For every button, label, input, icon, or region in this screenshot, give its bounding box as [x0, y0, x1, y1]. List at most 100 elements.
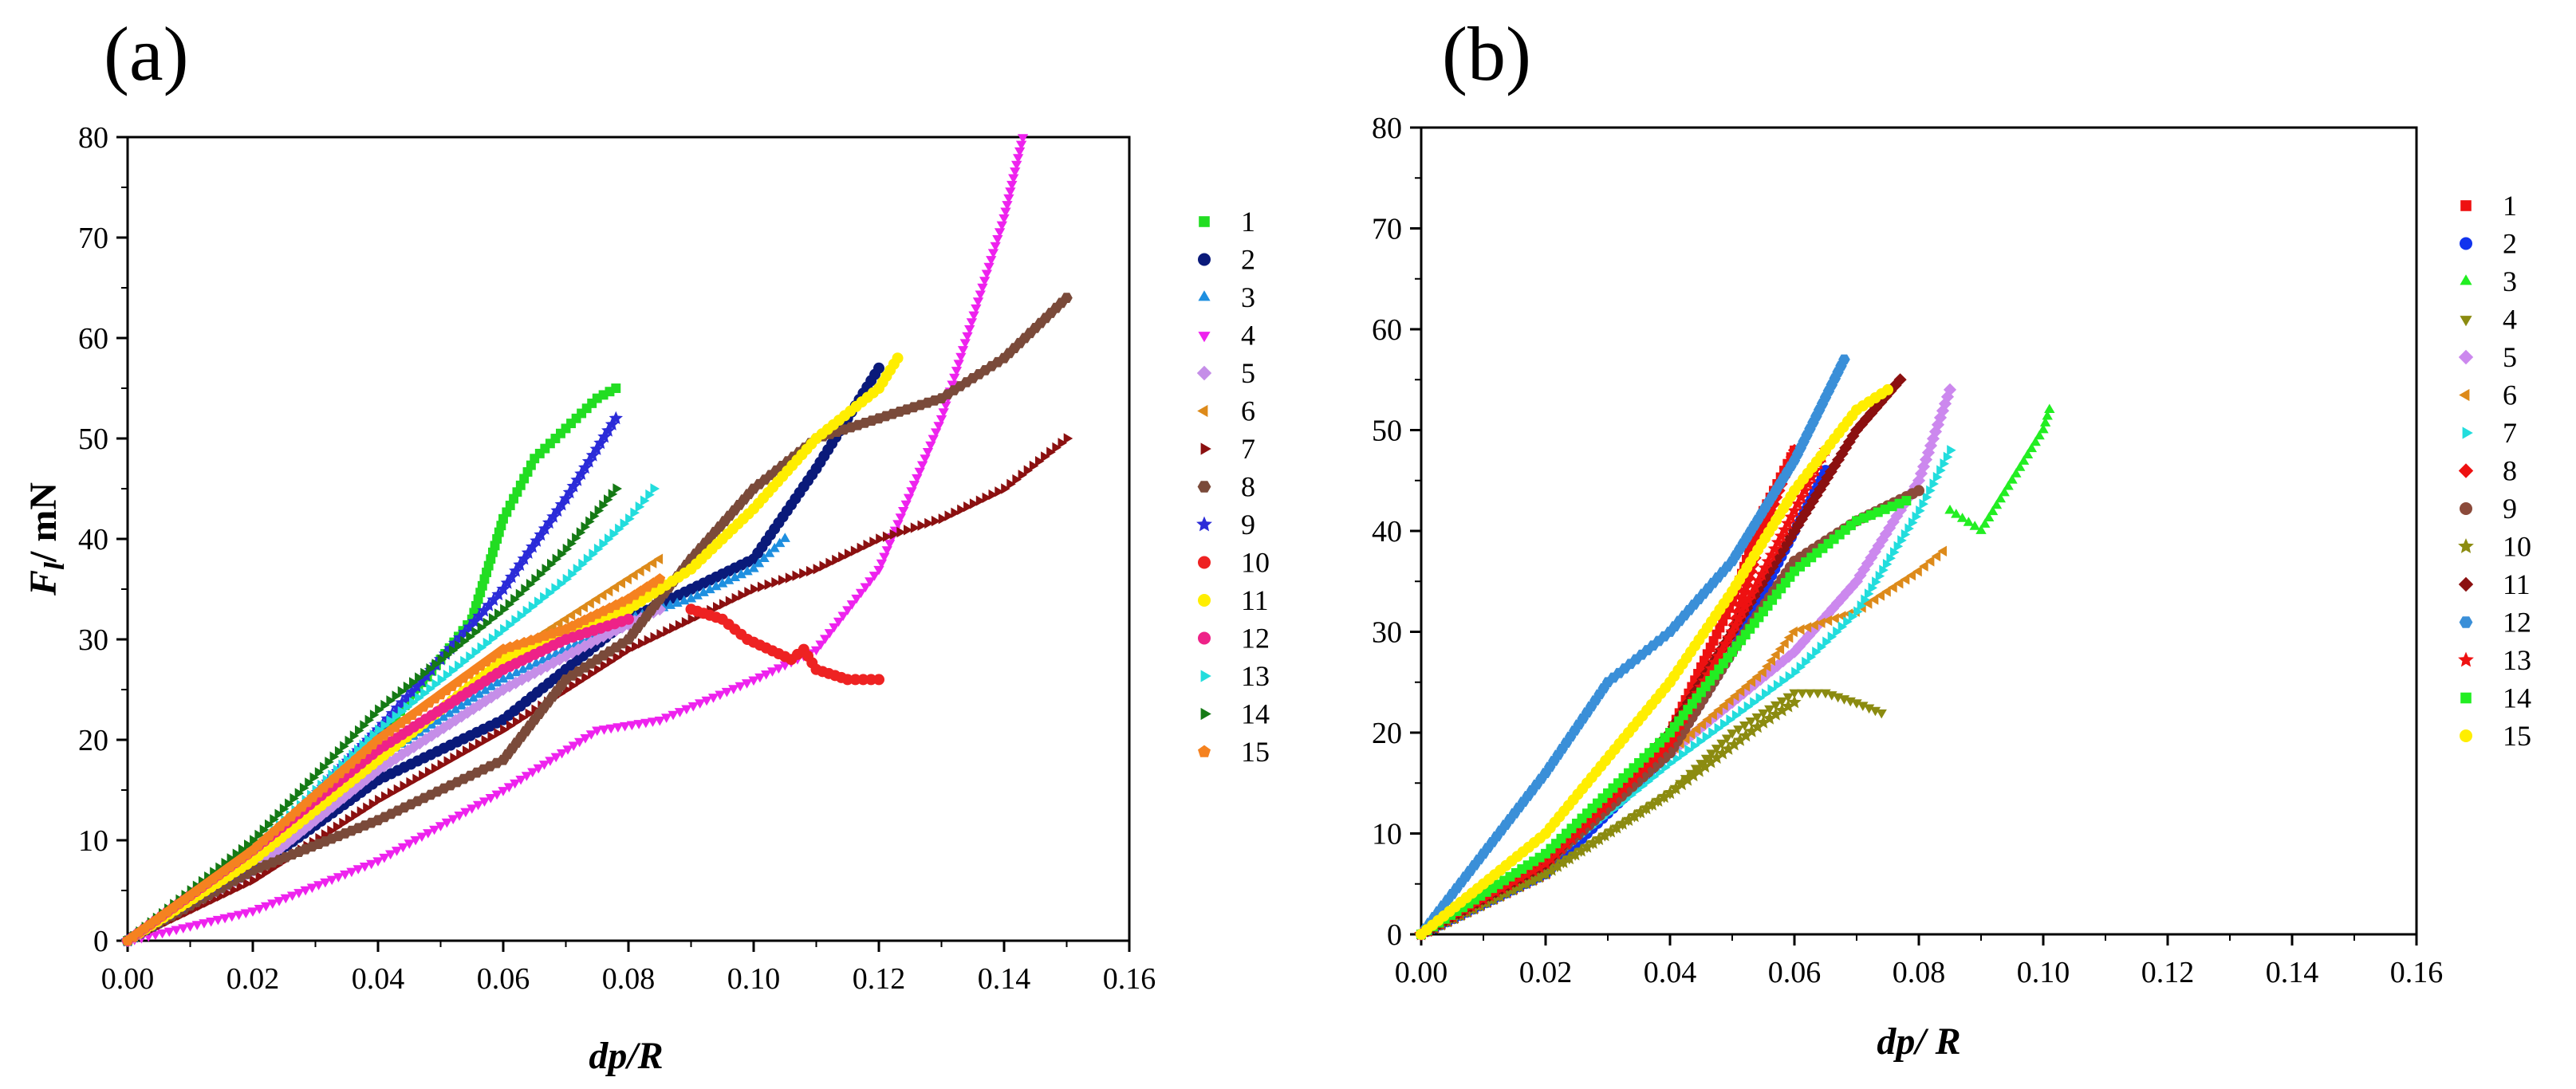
data-point: [1642, 755, 1656, 769]
data-point: [1678, 710, 1688, 721]
data-point: [605, 533, 614, 544]
data-point: [456, 700, 467, 710]
data-point: [598, 725, 610, 735]
legend-label: 8: [1241, 471, 1255, 503]
data-point: [725, 596, 735, 607]
legend-marker: [1197, 481, 1211, 493]
data-point: [547, 558, 557, 570]
data-point: [1983, 512, 1995, 521]
data-point: [530, 657, 542, 667]
data-point: [500, 576, 514, 589]
data-point: [1745, 586, 1759, 600]
data-point: [1893, 578, 1904, 589]
data-point: [1002, 201, 1013, 210]
data-point: [1687, 682, 1697, 692]
data-point: [748, 676, 759, 686]
data-point: [1493, 879, 1503, 890]
data-point: [511, 615, 521, 626]
x-tick-label: 0.10: [727, 962, 781, 996]
legend-label: 6: [2503, 379, 2517, 411]
data-point: [1566, 824, 1577, 834]
x-tick-label: 0.08: [602, 962, 656, 996]
data-point: [1572, 818, 1581, 828]
data-point: [491, 677, 503, 687]
data-point: [674, 708, 686, 717]
data-point: [409, 697, 419, 708]
data-point: [669, 623, 679, 634]
data-point: [1639, 801, 1653, 815]
y-axis-title-a-main: F: [22, 570, 65, 596]
data-point: [585, 516, 595, 527]
data-point: [546, 509, 561, 523]
data-point: [1711, 629, 1722, 639]
legend-label: 9: [1241, 509, 1255, 541]
data-point: [506, 619, 515, 631]
data-point: [1810, 489, 1823, 502]
data-point: [519, 474, 530, 484]
data-point: [363, 802, 372, 813]
data-point: [820, 635, 831, 644]
data-point: [1804, 689, 1816, 699]
data-point: [1721, 610, 1731, 619]
data-point: [1843, 616, 1853, 627]
data-point: [1597, 828, 1612, 842]
data-point: [1906, 570, 1916, 581]
data-point: [1512, 879, 1526, 893]
data-point: [963, 501, 973, 513]
data-point: [758, 552, 770, 562]
data-point: [1873, 507, 1883, 517]
data-point: [366, 859, 377, 870]
data-point: [1901, 496, 1912, 505]
data-point: [364, 714, 375, 725]
data-point: [238, 843, 248, 855]
data-point: [819, 560, 829, 572]
data-point: [1727, 729, 1738, 739]
legend-item: 8: [1197, 471, 1255, 503]
data-point: [443, 756, 454, 767]
data-point: [503, 783, 514, 792]
data-point: [247, 907, 258, 917]
data-point: [1616, 780, 1631, 794]
data-point: [254, 829, 264, 841]
legend-item: 4: [2460, 304, 2517, 336]
data-point: [1568, 847, 1582, 861]
data-point: [1707, 710, 1717, 721]
y-tick-label: 20: [78, 724, 108, 757]
data-point: [685, 592, 697, 603]
data-point: [431, 659, 442, 670]
data-point: [226, 912, 238, 922]
data-point: [562, 745, 573, 755]
data-point: [386, 695, 396, 706]
data-point: [1714, 722, 1724, 734]
data-point: [1669, 721, 1680, 732]
y-tick-label: 70: [78, 222, 108, 255]
data-point: [1674, 716, 1684, 726]
data-point: [619, 648, 628, 659]
data-point: [1944, 505, 1956, 514]
data-point: [1574, 843, 1589, 857]
data-point: [892, 352, 904, 364]
legend-marker: [1197, 404, 1208, 418]
data-point: [443, 717, 456, 731]
data-point: [721, 687, 732, 698]
data-point: [1919, 453, 1933, 466]
data-point: [1660, 733, 1670, 743]
data-point: [1754, 612, 1764, 623]
data-point: [426, 683, 435, 694]
data-point: [609, 581, 620, 593]
data-point: [1943, 383, 1957, 396]
legend-marker: [1196, 516, 1212, 532]
data-point: [832, 554, 841, 566]
data-point: [409, 677, 419, 688]
data-point: [578, 639, 592, 653]
data-point: [556, 749, 568, 759]
data-point: [431, 678, 442, 690]
data-point: [420, 667, 430, 679]
data-point: [527, 768, 538, 778]
data-point: [518, 712, 529, 723]
data-point: [509, 564, 523, 577]
data-point: [742, 565, 753, 576]
data-point: [397, 706, 408, 717]
data-point: [2034, 430, 2045, 440]
data-point: [1780, 578, 1790, 588]
